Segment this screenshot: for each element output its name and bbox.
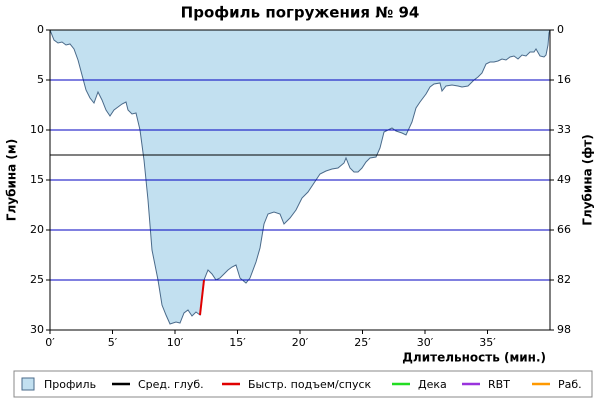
- x-tick-label: 20′: [292, 336, 309, 349]
- fast-ascent: [199, 279, 205, 316]
- x-tick-label: 5′: [108, 336, 118, 349]
- y-tick-label: 20: [30, 223, 44, 236]
- y2-tick-label: 49: [557, 173, 571, 186]
- y2-tick-label: 98: [557, 323, 571, 336]
- x-tick-label: 0′: [45, 336, 55, 349]
- legend-swatch: [21, 377, 35, 391]
- y-tick-label: 0: [37, 23, 44, 36]
- legend-label: RBT: [488, 378, 510, 391]
- y-tick-label: 30: [30, 323, 44, 336]
- chart-title: Профиль погружения № 94: [181, 4, 420, 22]
- legend-label: Быстр. подъем/спуск: [248, 378, 372, 391]
- y-tick-label: 25: [30, 273, 44, 286]
- legend-box: [13, 370, 593, 398]
- x-axis-label: Длительность (мин.): [402, 351, 546, 365]
- legend-label: Дека: [418, 378, 447, 391]
- y2-axis-label: Глубина (фт): [581, 134, 595, 225]
- y-tick-label: 5: [37, 73, 44, 86]
- x-tick-label: 30′: [417, 336, 434, 349]
- profile-area: [49, 29, 551, 325]
- y2-tick-label: 82: [557, 273, 571, 286]
- x-tick-label: 15′: [229, 336, 246, 349]
- legend-label: Сред. глуб.: [138, 378, 204, 391]
- x-tick-label: 25′: [354, 336, 371, 349]
- y2-tick-label: 16: [557, 73, 571, 86]
- legend-label: Раб.: [558, 378, 582, 391]
- x-tick-label: 35′: [479, 336, 496, 349]
- y-tick-label: 10: [30, 123, 44, 136]
- plot-frame: [49, 29, 551, 331]
- y2-tick-label: 0: [557, 23, 564, 36]
- y-tick-label: 15: [30, 173, 44, 186]
- y2-tick-label: 66: [557, 223, 571, 236]
- y2-tick-label: 33: [557, 123, 571, 136]
- y-axis-label: Глубина (м): [5, 139, 19, 221]
- x-tick-label: 10′: [167, 336, 184, 349]
- legend-label: Профиль: [44, 378, 96, 391]
